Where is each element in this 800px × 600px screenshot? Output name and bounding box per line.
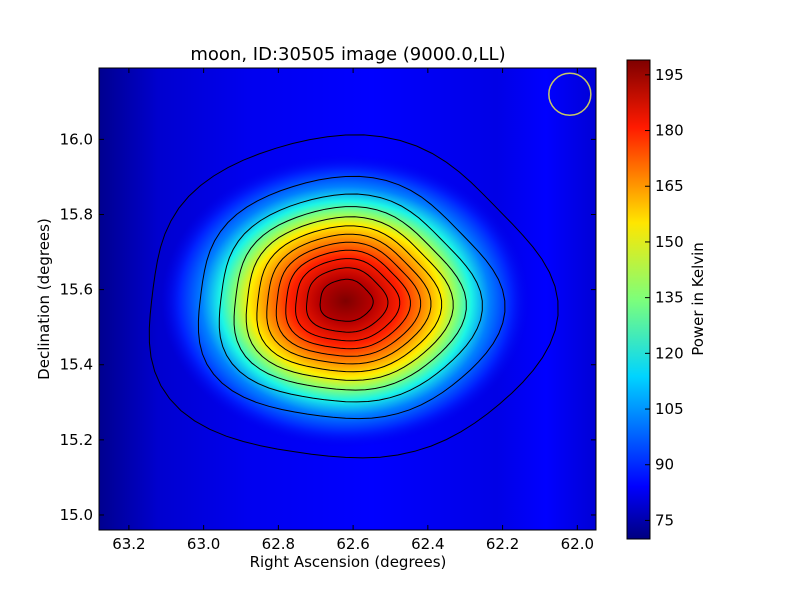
- x-tick-label: 63.0: [187, 535, 220, 553]
- colorbar-tick-label: 195: [655, 66, 684, 84]
- colorbar-tick-label: 150: [655, 233, 684, 251]
- y-axis-label: Declination (degrees): [35, 218, 53, 380]
- colorbar-tick-label: 105: [655, 400, 684, 418]
- contour-line: [319, 278, 374, 322]
- y-tick-label: 15.0: [60, 506, 93, 524]
- x-tick-label: 62.4: [411, 535, 444, 553]
- y-tick-label: 15.4: [60, 356, 93, 374]
- y-tick-label: 15.2: [60, 431, 93, 449]
- contour-line: [275, 241, 422, 357]
- y-tick-label: 16.0: [60, 130, 93, 148]
- x-tick-label: 62.0: [561, 535, 594, 553]
- beam-marker: [548, 72, 592, 117]
- y-tick-label: 15.8: [60, 205, 93, 223]
- colorbar-tick-label: 180: [655, 122, 684, 140]
- colorbar-label: Power in Kelvin: [689, 242, 707, 356]
- contour-line: [285, 249, 411, 350]
- colorbar: [626, 59, 651, 540]
- plot-frame: [98, 67, 597, 531]
- contour-lines: [148, 134, 559, 459]
- contour-line: [148, 134, 559, 459]
- contour-line: [256, 225, 443, 373]
- y-axis-ticks: 15.0 15.2 15.4 15.6 15.8 16.0: [60, 130, 596, 524]
- contour-line: [218, 193, 483, 403]
- x-tick-label: 62.2: [486, 535, 519, 553]
- contour-line: [233, 206, 467, 391]
- chart-title: moon, ID:30505 image (9000.0,LL): [190, 44, 505, 65]
- x-axis-ticks: 63.2 63.0 62.8 62.6 62.4 62.2 62.0: [112, 68, 594, 553]
- x-tick-label: 63.2: [112, 535, 145, 553]
- colorbar-tick-label: 75: [655, 511, 674, 529]
- colorbar-tick-label: 135: [655, 289, 684, 307]
- x-tick-label: 62.8: [262, 535, 295, 553]
- plot-area: [99, 68, 596, 530]
- contour-line: [245, 216, 454, 381]
- x-tick-label: 62.6: [336, 535, 369, 553]
- contour-line: [306, 267, 389, 333]
- colorbar-tick-label: 120: [655, 344, 684, 362]
- contour-line: [295, 258, 401, 342]
- contour-line: [266, 233, 432, 365]
- contour-line: [197, 175, 506, 420]
- colorbar-ticks: 75 90 105 120 135 150 165 180 195: [645, 66, 684, 529]
- colorbar-tick-label: 90: [655, 456, 674, 474]
- x-axis-label: Right Ascension (degrees): [250, 553, 447, 571]
- y-tick-label: 15.6: [60, 281, 93, 299]
- colorbar-tick-label: 165: [655, 177, 684, 195]
- radio-source-blob: [161, 154, 531, 448]
